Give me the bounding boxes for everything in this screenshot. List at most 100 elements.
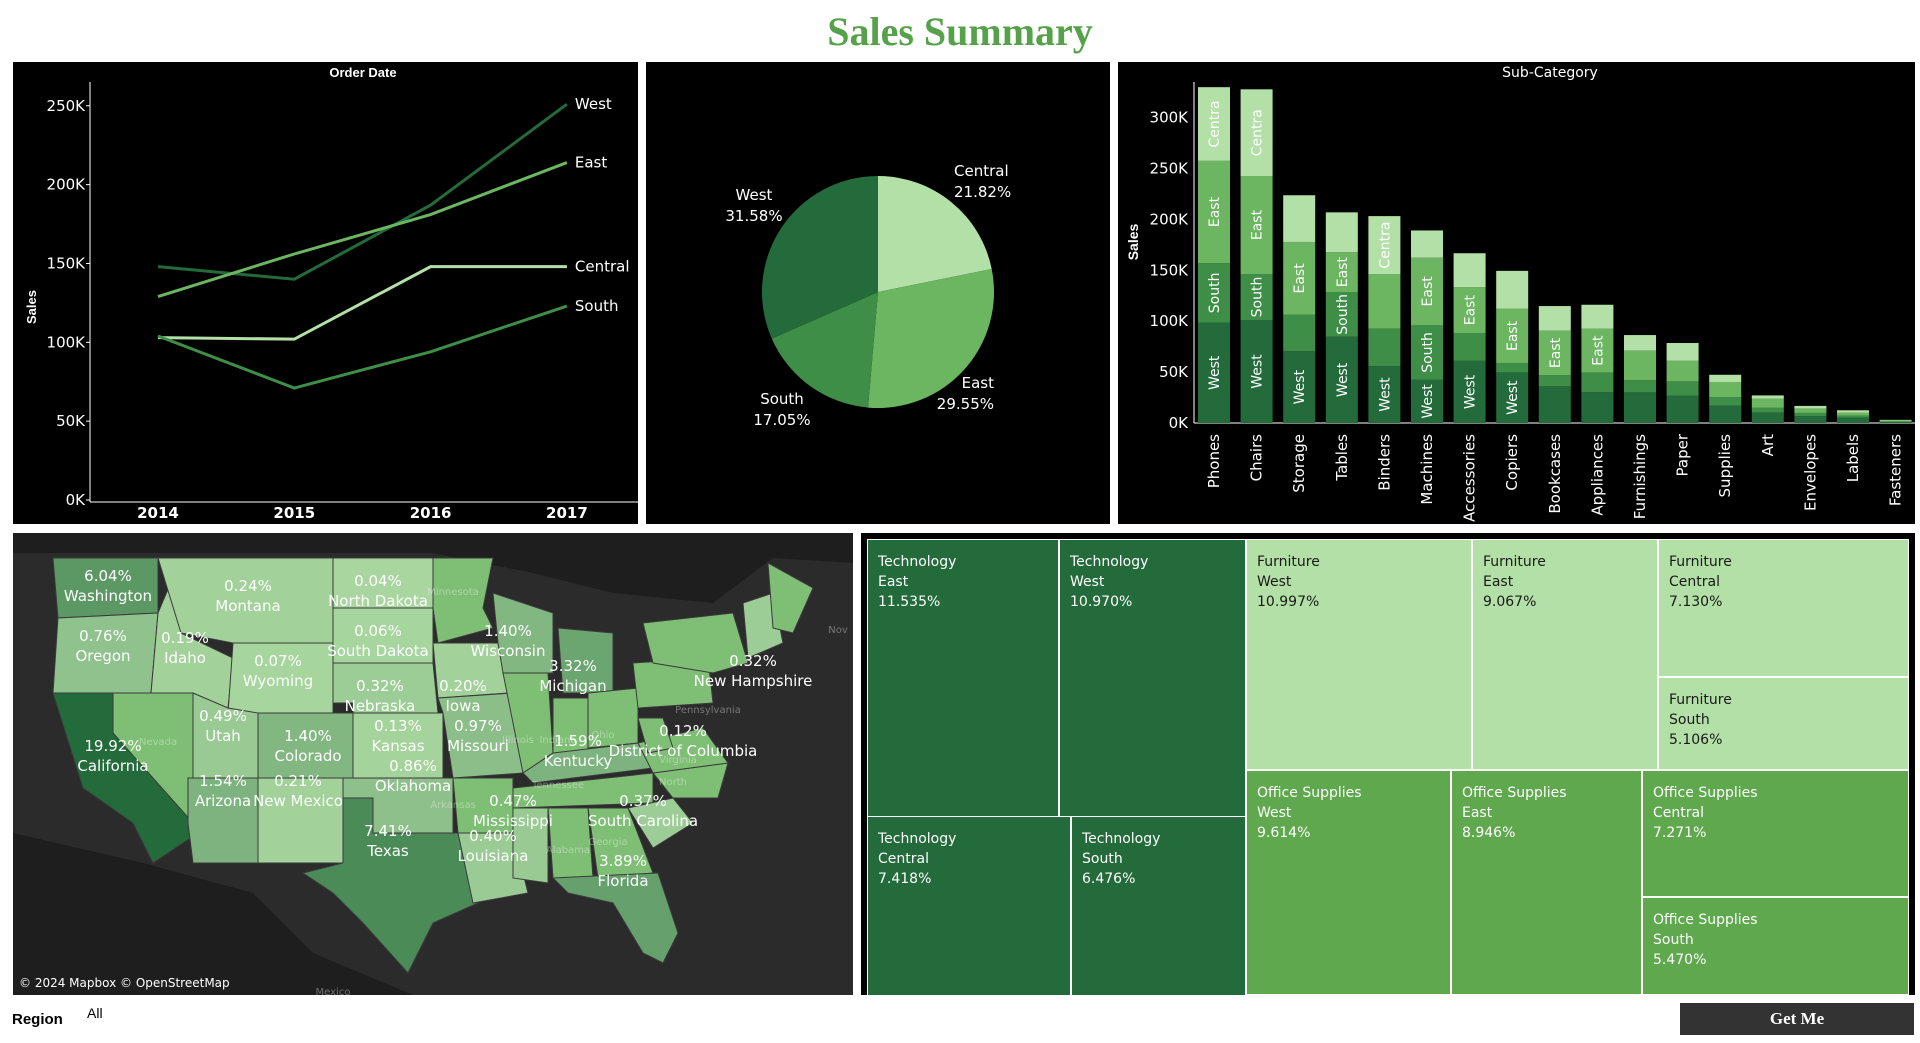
sales-by-region-pie-chart[interactable]: Central 21.82% East 29.55% South 17.05% West 31… bbox=[646, 62, 1110, 524]
line-series-central[interactable] bbox=[157, 265, 567, 341]
bar-segment-east[interactable] bbox=[1666, 360, 1699, 382]
bar-segment-central[interactable] bbox=[1709, 374, 1742, 382]
bar-segment-central[interactable] bbox=[1624, 335, 1656, 351]
pie-slice-south[interactable] bbox=[771, 292, 878, 408]
bar-segment-east[interactable] bbox=[1837, 412, 1869, 416]
bar-segment-east[interactable] bbox=[1794, 408, 1827, 413]
map-state-alabama[interactable] bbox=[547, 807, 594, 879]
bar-segment-south[interactable] bbox=[1581, 372, 1614, 393]
map-state-colorado[interactable] bbox=[257, 712, 354, 779]
bar-segment-central[interactable] bbox=[1198, 87, 1230, 161]
bar-segment-west[interactable] bbox=[1666, 395, 1699, 423]
treemap-cell-office-supplies-east[interactable]: Office Supplies East 8.946% bbox=[1451, 770, 1642, 995]
map-state-louisiana[interactable] bbox=[457, 832, 529, 904]
treemap-cell-technology-west[interactable]: Technology West 10.970% bbox=[1059, 539, 1246, 822]
bar-segment-east[interactable] bbox=[1496, 308, 1529, 363]
bar-segment-east[interactable] bbox=[1879, 420, 1912, 422]
map-state-new-york[interactable] bbox=[642, 612, 749, 674]
bar-segment-south[interactable] bbox=[1496, 362, 1529, 373]
map-state-missouri[interactable] bbox=[437, 692, 524, 779]
bar-segment-south[interactable] bbox=[1411, 325, 1443, 380]
pie-slice-west[interactable] bbox=[762, 176, 878, 339]
bar-segment-central[interactable] bbox=[1283, 195, 1316, 242]
bar-segment-west[interactable] bbox=[1325, 336, 1358, 423]
pie-slice-central[interactable] bbox=[878, 176, 992, 292]
bar-segment-central[interactable] bbox=[1837, 410, 1869, 413]
map-state-west-virginia[interactable] bbox=[637, 717, 674, 754]
map-attribution[interactable]: © 2024 Mapbox © OpenStreetMap bbox=[19, 976, 230, 990]
bar-segment-west[interactable] bbox=[1751, 412, 1784, 423]
bar-segment-south[interactable] bbox=[1709, 397, 1742, 406]
bar-segment-south[interactable] bbox=[1240, 274, 1273, 321]
bar-segment-south[interactable] bbox=[1751, 407, 1784, 413]
treemap-cell-technology-south[interactable]: Technology South 6.476% bbox=[1071, 816, 1246, 995]
map-state-minnesota[interactable] bbox=[432, 557, 494, 644]
category-region-treemap[interactable]: Technology East 11.535% Technology West 10.97… bbox=[861, 533, 1915, 995]
bar-segment-central[interactable] bbox=[1325, 212, 1358, 253]
bar-segment-south[interactable] bbox=[1879, 421, 1912, 423]
map-state-mississippi[interactable] bbox=[512, 807, 549, 884]
bar-segment-central[interactable] bbox=[1794, 405, 1827, 409]
bar-segment-east[interactable] bbox=[1538, 330, 1571, 376]
map-state-south-carolina[interactable] bbox=[627, 797, 694, 849]
bar-segment-south[interactable] bbox=[1325, 292, 1358, 337]
bar-segment-west[interactable] bbox=[1837, 417, 1869, 423]
bar-segment-east[interactable] bbox=[1581, 328, 1614, 373]
bar-segment-west[interactable] bbox=[1794, 416, 1827, 423]
bar-segment-central[interactable] bbox=[1453, 253, 1486, 288]
bar-segment-south[interactable] bbox=[1283, 314, 1316, 352]
treemap-cell-technology-east[interactable]: Technology East 11.535% bbox=[867, 539, 1059, 822]
region-filter-value[interactable]: All bbox=[87, 1005, 103, 1021]
treemap-cell-office-supplies-central[interactable]: Office Supplies Central 7.271% bbox=[1642, 770, 1909, 897]
map-state-florida[interactable] bbox=[551, 872, 679, 964]
treemap-cell-office-supplies-south[interactable]: Office Supplies South 5.470% bbox=[1642, 897, 1909, 995]
line-series-south[interactable] bbox=[157, 304, 568, 390]
bar-segment-south[interactable] bbox=[1624, 380, 1656, 393]
bar-segment-central[interactable] bbox=[1240, 89, 1273, 177]
bar-segment-east[interactable] bbox=[1624, 350, 1656, 381]
treemap-cell-furniture-central[interactable]: Furniture Central 7.130% bbox=[1658, 539, 1909, 677]
map-state-arizona[interactable] bbox=[187, 777, 259, 864]
bar-segment-east[interactable] bbox=[1411, 257, 1443, 326]
sales-by-year-line-chart[interactable]: Order Date Sales 0K 50K 100K 150K 200K 250K 2014… bbox=[13, 62, 638, 524]
bar-segment-west[interactable] bbox=[1581, 392, 1614, 423]
bar-segment-east[interactable] bbox=[1198, 160, 1230, 264]
bar-segment-east[interactable] bbox=[1453, 287, 1486, 334]
bar-segment-east[interactable] bbox=[1751, 398, 1784, 408]
map-state-texas[interactable] bbox=[301, 797, 479, 974]
bar-segment-west[interactable] bbox=[1283, 351, 1316, 423]
bar-segment-south[interactable] bbox=[1666, 381, 1699, 396]
treemap-cell-technology-central[interactable]: Technology Central 7.418% bbox=[867, 816, 1071, 995]
treemap-cell-furniture-east[interactable]: Furniture East 9.067% bbox=[1472, 539, 1658, 770]
bar-segment-central[interactable] bbox=[1538, 306, 1571, 331]
bar-segment-west[interactable] bbox=[1538, 386, 1571, 423]
bar-segment-east[interactable] bbox=[1709, 381, 1742, 398]
bar-segment-west[interactable] bbox=[1198, 322, 1230, 423]
bar-segment-east[interactable] bbox=[1283, 241, 1316, 315]
map-state-maine[interactable] bbox=[767, 562, 814, 634]
bar-segment-central[interactable] bbox=[1496, 270, 1529, 309]
bar-segment-central[interactable] bbox=[1581, 304, 1614, 329]
bar-segment-central[interactable] bbox=[1879, 419, 1912, 421]
bar-segment-south[interactable] bbox=[1538, 375, 1571, 387]
treemap-cell-furniture-west[interactable]: Furniture West 10.997% bbox=[1246, 539, 1472, 770]
bar-segment-west[interactable] bbox=[1709, 405, 1742, 423]
bar-segment-west[interactable] bbox=[1411, 379, 1443, 423]
bar-segment-central[interactable] bbox=[1751, 395, 1784, 399]
bar-segment-south[interactable] bbox=[1198, 263, 1230, 323]
bar-segment-east[interactable] bbox=[1368, 274, 1401, 329]
bar-segment-central[interactable] bbox=[1666, 343, 1699, 361]
bar-segment-west[interactable] bbox=[1496, 372, 1529, 423]
bar-segment-south[interactable] bbox=[1794, 412, 1827, 417]
bar-segment-west[interactable] bbox=[1453, 360, 1486, 423]
sales-by-state-map[interactable]: Mexico Minnesota Nevada Pennsylvania Tenness… bbox=[13, 533, 853, 995]
bar-segment-east[interactable] bbox=[1325, 252, 1358, 293]
line-series-west[interactable] bbox=[157, 102, 568, 281]
bar-segment-west[interactable] bbox=[1879, 422, 1912, 423]
bar-segment-central[interactable] bbox=[1411, 230, 1443, 258]
bar-segment-south[interactable] bbox=[1837, 415, 1869, 418]
bar-segment-central[interactable] bbox=[1368, 216, 1401, 275]
line-series-east[interactable] bbox=[157, 161, 568, 299]
bar-segment-south[interactable] bbox=[1453, 333, 1486, 361]
get-me-button[interactable]: Get Me bbox=[1680, 1003, 1914, 1035]
